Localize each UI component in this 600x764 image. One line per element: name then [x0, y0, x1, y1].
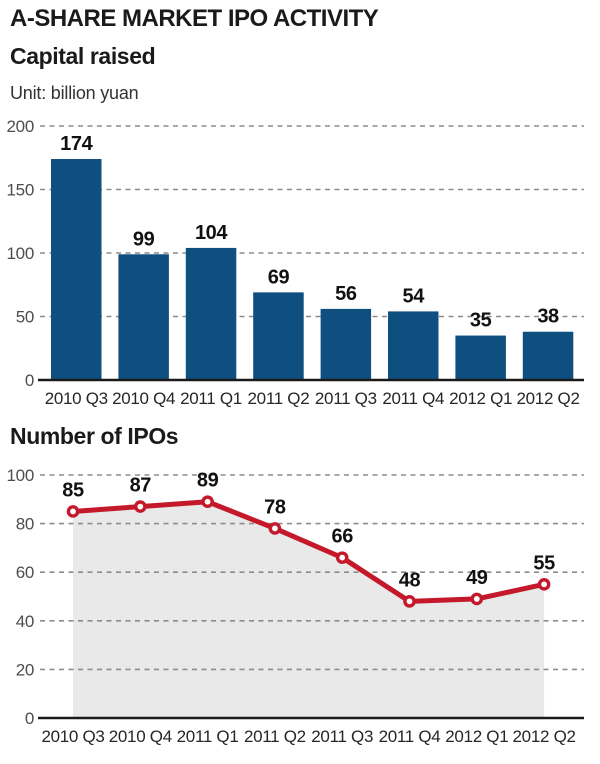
x-axis-category-label: 2011 Q3 — [311, 727, 373, 746]
x-axis-category-label: 2012 Q1 — [445, 727, 508, 746]
data-point-marker — [335, 551, 349, 564]
point-value-label: 66 — [331, 526, 353, 548]
trend-line — [70, 499, 547, 604]
data-point-marker — [537, 578, 551, 591]
x-axis-category-label: 2010 Q4 — [109, 727, 172, 746]
bar-value-label: 99 — [133, 228, 155, 250]
data-point-marker — [470, 592, 484, 606]
data-point-marker — [268, 522, 282, 535]
data-point-marker — [133, 500, 147, 513]
y-axis-tick-label: 0 — [25, 709, 34, 728]
y-axis-tick-label: 80 — [16, 515, 34, 534]
bar-value-label: 104 — [195, 222, 228, 244]
x-axis-category-label: 2010 Q4 — [112, 389, 175, 408]
x-axis-category-label: 2010 Q3 — [45, 389, 108, 408]
bar-value-label: 38 — [537, 306, 559, 328]
bar — [455, 335, 506, 380]
x-axis-category-label: 2011 Q1 — [177, 727, 239, 746]
x-axis-category-label: 2011 Q4 — [379, 727, 441, 746]
ipo-count-line-chart: 0 20 40 60 80 100 85 2010 Q3 87 2010 Q4 89 2011 Q1 7… — [7, 466, 584, 746]
x-axis-category-label: 2012 Q1 — [449, 389, 512, 408]
x-axis-category-label: 2010 Q3 — [41, 727, 104, 746]
capital-raised-bar-chart: 0 50 100 150 200 174 2010 Q3 99 2010 Q4 104 2011 Q… — [7, 117, 584, 408]
bar — [118, 254, 169, 380]
point-value-label: 87 — [130, 475, 152, 497]
point-value-label: 85 — [62, 479, 84, 501]
point-value-label: 49 — [466, 567, 488, 589]
bar — [185, 247, 237, 380]
x-axis-category-label: 2012 Q2 — [513, 727, 576, 746]
capital-raised-title: Capital raised — [10, 43, 156, 69]
y-axis-tick-label: 0 — [25, 371, 34, 390]
data-point-marker — [201, 495, 214, 509]
bar — [522, 331, 574, 380]
bar-value-label: 69 — [268, 266, 290, 288]
bar — [320, 308, 372, 380]
bar — [253, 292, 304, 380]
bar — [51, 159, 102, 380]
x-axis-category-label: 2011 Q1 — [180, 389, 242, 408]
y-axis-tick-label: 50 — [16, 308, 34, 327]
y-axis-tick-label: 60 — [16, 563, 34, 582]
y-axis-tick-label: 100 — [7, 244, 34, 263]
bar — [388, 311, 439, 380]
x-axis-category-label: 2011 Q3 — [315, 389, 377, 408]
bar-value-label: 174 — [60, 133, 93, 155]
y-axis-tick-label: 20 — [16, 660, 34, 679]
x-axis-category-label: 2011 Q2 — [248, 389, 310, 408]
bar-value-label: 54 — [403, 285, 426, 307]
bar-value-label: 56 — [335, 283, 357, 305]
y-axis-tick-label: 150 — [7, 181, 34, 200]
x-axis-category-label: 2011 Q4 — [382, 389, 444, 408]
page-title: A-SHARE MARKET IPO ACTIVITY — [10, 5, 379, 32]
point-value-label: 55 — [533, 552, 555, 574]
y-axis-tick-label: 40 — [16, 612, 34, 631]
point-value-label: 78 — [264, 496, 286, 518]
point-value-label: 48 — [399, 569, 421, 591]
y-axis-tick-label: 200 — [7, 117, 34, 136]
y-axis-tick-label: 100 — [7, 466, 34, 485]
data-point-marker — [66, 505, 80, 518]
ipo-count-title: Number of IPOs — [10, 423, 179, 449]
data-point-marker — [403, 595, 416, 608]
unit-label: Unit: billion yuan — [10, 83, 139, 103]
point-value-label: 89 — [197, 470, 219, 492]
area-fill — [73, 501, 545, 718]
x-axis-category-label: 2011 Q2 — [244, 727, 306, 746]
bar-value-label: 35 — [470, 310, 492, 332]
x-axis-category-label: 2012 Q2 — [516, 389, 579, 408]
